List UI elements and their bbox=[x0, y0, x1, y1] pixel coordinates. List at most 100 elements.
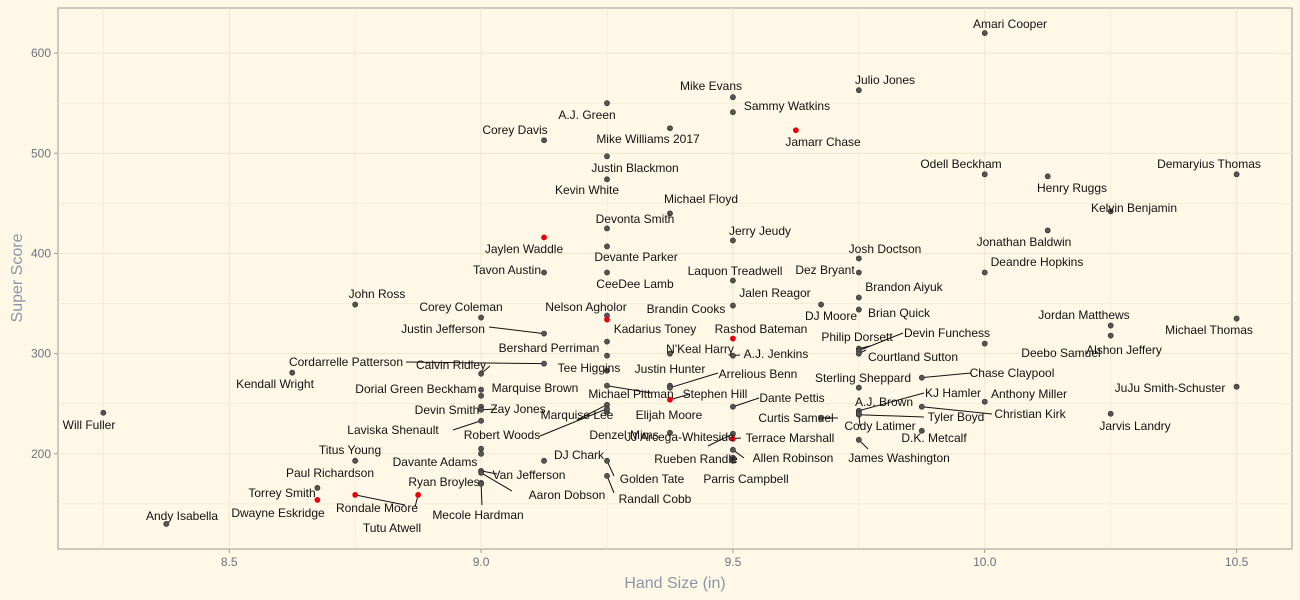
leader-rondale-moore bbox=[355, 494, 406, 506]
point-mike-williams-2017 bbox=[667, 125, 673, 132]
label-cordarrelle-patterson: Cordarrelle Patterson bbox=[289, 355, 403, 369]
label-christian-kirk: Christian Kirk bbox=[994, 407, 1066, 421]
label-kadarius-toney: Kadarius Toney bbox=[614, 322, 697, 336]
point-denzel-mims bbox=[667, 429, 673, 436]
label-michael-floyd: Michael Floyd bbox=[664, 192, 738, 206]
label-zay-jones: Zay Jones bbox=[490, 402, 545, 416]
label-brandon-aiyuk: Brandon Aiyuk bbox=[865, 280, 943, 294]
label-kevin-white: Kevin White bbox=[555, 183, 619, 197]
label-justin-hunter: Justin Hunter bbox=[635, 362, 706, 376]
leader-chase-claypool bbox=[921, 372, 972, 379]
point-deandre-hopkins bbox=[981, 269, 988, 276]
label-odell-beckham: Odell Beckham bbox=[920, 157, 1001, 171]
point-rondale-moore bbox=[352, 491, 359, 498]
label-tavon-austin: Tavon Austin bbox=[473, 263, 541, 277]
x-tick-label: 10.5 bbox=[1225, 555, 1249, 569]
label-marquise-lee: Marquise Lee bbox=[541, 408, 614, 422]
label-deandre-hopkins: Deandre Hopkins bbox=[991, 255, 1084, 269]
y-tick-label: 600 bbox=[31, 46, 51, 60]
label-jamarr-chase: Jamarr Chase bbox=[785, 135, 861, 149]
label-justin-jefferson: Justin Jefferson bbox=[401, 322, 485, 336]
point-laviska-shenault bbox=[478, 417, 484, 424]
label-kendall-wright: Kendall Wright bbox=[236, 377, 314, 391]
point-odell-beckham bbox=[981, 171, 988, 178]
label-jarvis-landry: Jarvis Landry bbox=[1099, 419, 1170, 433]
label-jaylen-waddle: Jaylen Waddle bbox=[485, 242, 564, 256]
leader-laviska-shenault bbox=[452, 420, 482, 431]
point-dwayne-eskridge bbox=[314, 497, 321, 503]
point-terrace-marshall bbox=[730, 435, 736, 442]
point-dez-bryant bbox=[855, 269, 862, 276]
y-tick-label: 300 bbox=[31, 347, 51, 361]
point-juju-smith-schuster bbox=[1233, 383, 1240, 390]
point-michael-thomas bbox=[1233, 315, 1240, 322]
label-chase-claypool: Chase Claypool bbox=[970, 366, 1055, 380]
label-marquise-brown: Marquise Brown bbox=[492, 381, 579, 395]
label-henry-ruggs: Henry Ruggs bbox=[1037, 181, 1107, 195]
label-anthony-miller: Anthony Miller bbox=[991, 387, 1067, 401]
leader-michael-pittman bbox=[606, 385, 652, 394]
label-demaryius-thomas: Demaryius Thomas bbox=[1157, 157, 1261, 171]
point-kendall-wright bbox=[289, 369, 296, 376]
point-will-fuller bbox=[100, 409, 107, 416]
point-a-j-green bbox=[604, 100, 610, 107]
label-davante-adams: Davante Adams bbox=[393, 455, 478, 469]
leader-kj-hamler bbox=[858, 392, 925, 412]
point-davante-adams bbox=[478, 450, 484, 457]
label-a-j-jenkins: A.J. Jenkins bbox=[744, 347, 809, 361]
label-van-jefferson: Van Jefferson bbox=[493, 468, 566, 482]
leader-tyler-boyd bbox=[858, 414, 925, 418]
label-corey-davis: Corey Davis bbox=[482, 123, 547, 137]
leader-cordarrelle-patterson bbox=[405, 361, 545, 365]
label-jalen-reagor: Jalen Reagor bbox=[739, 286, 810, 300]
x-tick-label: 9.5 bbox=[725, 555, 742, 569]
x-axis-ticks: 8.5 9.0 9.5 10.0 10.5 bbox=[221, 549, 1249, 569]
point-robert-woods bbox=[604, 405, 610, 412]
label-rashod-bateman: Rashod Bateman bbox=[715, 322, 808, 336]
point-jerry-jeudy bbox=[730, 237, 736, 244]
leader-robert-woods bbox=[539, 408, 608, 437]
label-rondale-moore: Rondale Moore bbox=[336, 501, 418, 515]
label-tyler-boyd: Tyler Boyd bbox=[928, 410, 985, 424]
label-n-keal-harry: N'Keal Harry bbox=[666, 342, 734, 356]
label-dante-pettis: Dante Pettis bbox=[759, 391, 824, 405]
point-randall-cobb bbox=[604, 472, 610, 479]
label-mecole-hardman: Mecole Hardman bbox=[432, 508, 523, 522]
leader-justin-jefferson bbox=[488, 326, 545, 335]
label-terrace-marshall: Terrace Marshall bbox=[746, 431, 835, 445]
label-michael-pittman: Michael Pittman bbox=[588, 387, 673, 401]
label-devin-smith: Devin Smith bbox=[415, 403, 480, 417]
point-corey-davis bbox=[541, 137, 547, 144]
label-will-fuller: Will Fuller bbox=[63, 418, 116, 432]
label-devin-funchess: Devin Funchess bbox=[904, 326, 990, 340]
label-alshon-jeffery: Alshon Jeffery bbox=[1086, 343, 1162, 357]
label-dorial-green-beckham: Dorial Green Beckham bbox=[355, 382, 476, 396]
label-jj-arcega-whiteside: JJ Arcega-Whiteside bbox=[625, 430, 735, 444]
x-axis-title: Hand Size (in) bbox=[624, 575, 725, 592]
leader-stephen-hill bbox=[669, 393, 691, 401]
point-titus-young bbox=[478, 445, 484, 452]
point-a-j-jenkins bbox=[730, 352, 736, 359]
label-allen-robinson: Allen Robinson bbox=[753, 451, 834, 465]
label-torrey-smith: Torrey Smith bbox=[248, 486, 315, 500]
point-kelvin-benjamin bbox=[1107, 208, 1114, 215]
point-cordarrelle-patterson bbox=[541, 360, 547, 367]
label-titus-young: Titus Young bbox=[319, 443, 381, 457]
point-kevin-white bbox=[604, 176, 610, 183]
label-nelson-agholor: Nelson Agholor bbox=[545, 300, 626, 314]
label-dez-bryant: Dez Bryant bbox=[795, 263, 855, 277]
point-allen-robinson bbox=[730, 446, 736, 453]
label-corey-coleman: Corey Coleman bbox=[419, 300, 502, 314]
label-laquon-treadwell: Laquon Treadwell bbox=[688, 264, 783, 278]
leader-devin-funchess bbox=[858, 332, 904, 352]
label-philip-dorsett: Philip Dorsett bbox=[821, 330, 893, 344]
point-james-washington bbox=[855, 436, 862, 443]
y-tick-label: 200 bbox=[31, 447, 51, 461]
label-julio-jones: Julio Jones bbox=[855, 73, 915, 87]
point-jarvis-landry bbox=[1107, 410, 1114, 417]
label-justin-blackmon: Justin Blackmon bbox=[591, 161, 678, 175]
label-dj-chark: DJ Chark bbox=[554, 448, 605, 462]
leader-mecole-hardman bbox=[480, 483, 483, 506]
